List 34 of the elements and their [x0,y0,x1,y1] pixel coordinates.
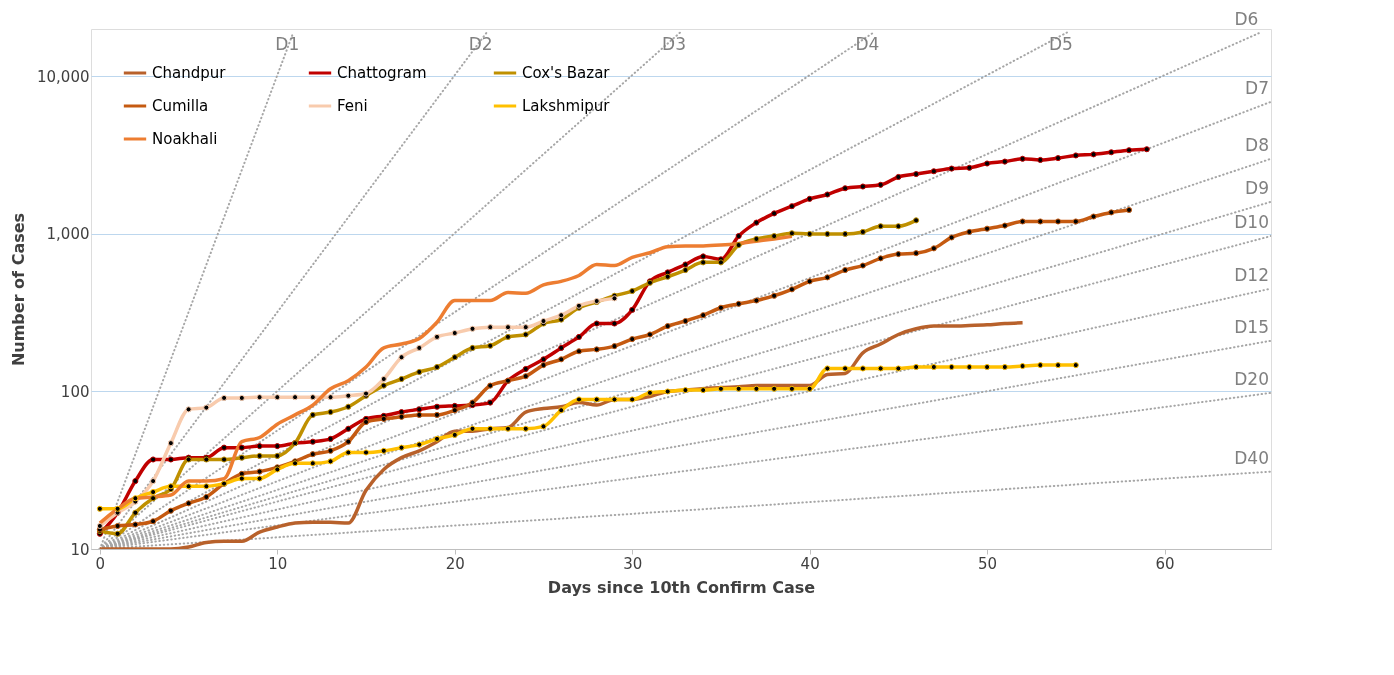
series-label: D7 [1245,77,1269,98]
legend-label: Chattogram [337,64,427,82]
y-tick-label: 10,000 [37,67,90,86]
y-tick-label: 1,000 [46,225,90,244]
legend-label: Cumilla [152,97,209,115]
legend-label: Feni [337,97,368,115]
legend-label: Noakhali [152,130,218,148]
series-label: D15 [1234,316,1269,337]
series-label: D3 [662,33,687,54]
series-label: D1 [275,33,300,54]
legend-label: Chandpur [152,64,227,82]
series-label: D6 [1234,8,1259,29]
series-label: D20 [1234,368,1269,389]
series-label: D12 [1234,264,1269,285]
y-axis-title: Number of Cases [9,212,29,367]
series-label: D2 [468,33,493,54]
x-tick-label: 40 [800,554,820,573]
x-tick-label: 10 [268,554,288,573]
series-label: D9 [1245,177,1269,198]
x-tick-label: 30 [623,554,643,573]
x-axis-title: Days since 10th Confirm Case [547,577,816,597]
y-tick-label: 10 [70,540,90,559]
x-tick-label: 0 [95,554,106,573]
x-tick-label: 60 [1155,554,1175,573]
legend-label: Cox's Bazar [522,64,611,82]
series-label: D8 [1245,134,1269,155]
series-label: D40 [1234,447,1269,468]
x-tick-label: 20 [445,554,465,573]
legend-label: Lakshmipur [522,97,611,115]
series-label: D10 [1234,212,1269,233]
y-tick-label: 100 [60,382,90,401]
series-label: D5 [1048,33,1073,54]
x-tick-label: 50 [978,554,998,573]
series-label: D4 [855,33,880,54]
